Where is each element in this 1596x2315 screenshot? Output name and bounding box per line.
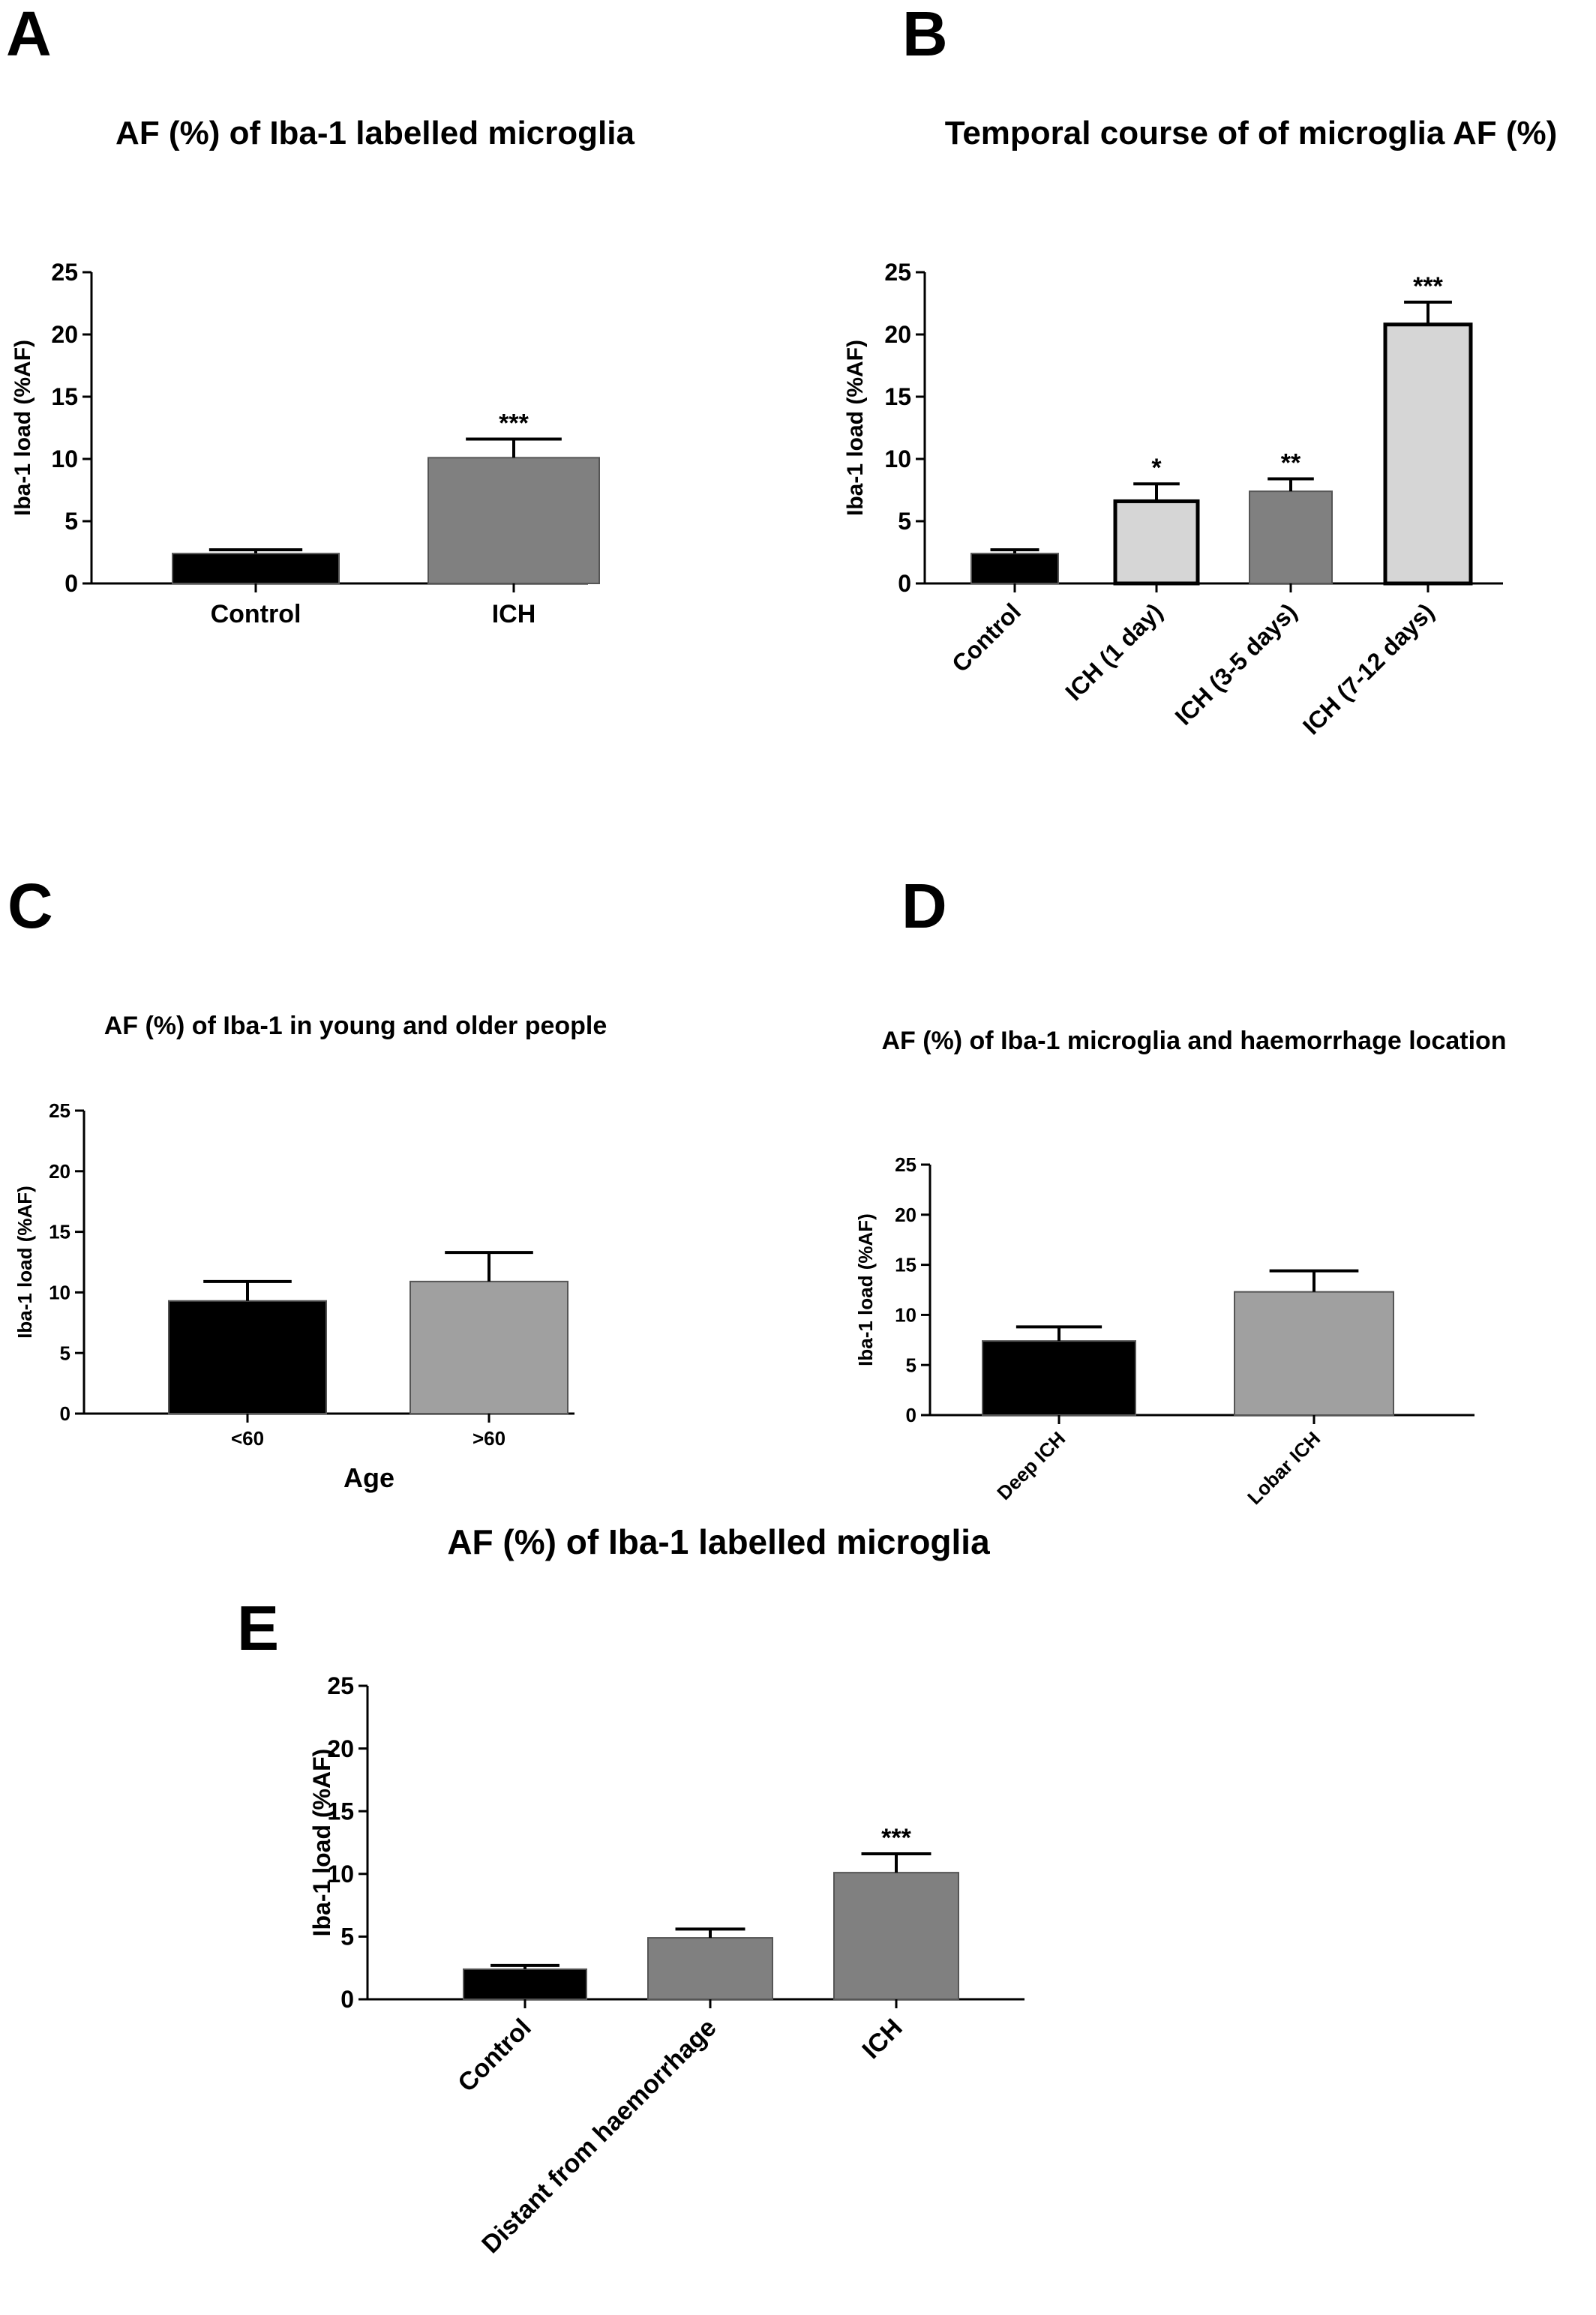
bar <box>1234 1291 1394 1416</box>
significance-label: *** <box>881 1824 911 1852</box>
y-tick-label: 25 <box>327 1672 354 1699</box>
category-label: ICH (3-5 days) <box>1170 598 1302 730</box>
y-tick-label: 0 <box>340 1986 354 2013</box>
panel-letter: E <box>237 1593 279 1663</box>
y-tick-label: 20 <box>327 1735 354 1762</box>
bar <box>970 553 1059 584</box>
panel-e: E AF (%) of Iba-1 labelled microglia 0 5 10 1… <box>237 1522 1024 2259</box>
chart-title: AF (%) of Iba-1 labelled microglia <box>447 1522 990 1561</box>
panel-letter: A <box>6 0 52 69</box>
bar <box>172 553 340 584</box>
bar <box>1249 490 1333 584</box>
category-label: ICH (7-12 days) <box>1298 598 1439 739</box>
bar <box>463 1968 587 2001</box>
chart-title: Temporal course of of microglia AF (%) <box>945 115 1558 151</box>
y-tick-label: 25 <box>895 1153 916 1176</box>
category-label: Deep ICH <box>992 1427 1070 1504</box>
y-tick-label: 20 <box>884 321 911 348</box>
y-tick-label: 15 <box>327 1798 354 1825</box>
category-label: Control <box>452 2014 536 2098</box>
significance-label: ** <box>1281 449 1301 478</box>
y-tick-label: 20 <box>895 1204 916 1226</box>
significance-label: * <box>1151 454 1162 482</box>
y-tick-label: 20 <box>49 1160 70 1183</box>
panel-b: B Temporal course of of microglia AF (%) 0… <box>843 0 1557 739</box>
significance-label: *** <box>499 409 529 437</box>
category-label: Control <box>211 600 302 628</box>
y-tick-label: 25 <box>884 259 911 286</box>
chart-title: AF (%) of Iba-1 microglia and haemorrhag… <box>881 1027 1506 1055</box>
y-tick-label: 0 <box>60 1402 70 1425</box>
y-tick-label: 10 <box>884 445 911 472</box>
bar <box>1383 322 1473 586</box>
category-label: >60 <box>472 1427 506 1450</box>
y-tick-label: 15 <box>51 383 78 410</box>
category-label: ICH <box>492 600 536 628</box>
bar <box>982 1340 1136 1416</box>
bar <box>410 1280 568 1414</box>
y-tick-label: 5 <box>906 1354 916 1376</box>
category-label: Lobar ICH <box>1243 1427 1324 1509</box>
y-tick-label: 0 <box>898 570 911 597</box>
chart-title: AF (%) of Iba-1 labelled microglia <box>116 115 634 151</box>
panel-c: C AF (%) of Iba-1 in young and older peop… <box>8 871 607 1493</box>
chart-title: AF (%) of Iba-1 in young and older peopl… <box>104 1012 608 1040</box>
y-tick-label: 10 <box>51 445 78 472</box>
y-tick-label: 25 <box>51 259 78 286</box>
y-tick-label: 0 <box>906 1404 916 1426</box>
y-tick-label: 20 <box>51 321 78 348</box>
bar <box>428 457 600 585</box>
x-axis-label: Age <box>344 1462 394 1493</box>
y-axis-label: Iba-1 load (%AF) <box>10 340 35 516</box>
y-tick-label: 10 <box>327 1861 354 1888</box>
panel-a: A AF (%) of Iba-1 labelled microglia 0 5 10 1… <box>6 0 634 628</box>
category-label: Control <box>946 598 1026 677</box>
y-tick-label: 10 <box>895 1304 916 1327</box>
y-axis-label: Iba-1 load (%AF) <box>308 1749 335 1937</box>
y-tick-label: 15 <box>895 1254 916 1276</box>
panel-letter: D <box>902 871 947 941</box>
y-tick-label: 5 <box>898 508 911 535</box>
y-tick-label: 5 <box>340 1924 354 1951</box>
y-tick-label: 0 <box>64 570 78 597</box>
y-axis-label: Iba-1 load (%AF) <box>14 1186 36 1339</box>
bar <box>168 1300 327 1415</box>
y-tick-label: 5 <box>60 1342 70 1364</box>
bar <box>1113 499 1200 586</box>
y-tick-label: 15 <box>884 383 911 410</box>
category-label: ICH <box>856 2014 908 2065</box>
y-axis-label: Iba-1 load (%AF) <box>843 340 868 516</box>
panel-letter: B <box>902 0 948 69</box>
y-tick-label: 10 <box>49 1282 70 1304</box>
panel-letter: C <box>8 871 53 941</box>
y-tick-label: 25 <box>49 1099 70 1122</box>
category-label: ICH (1 day) <box>1060 598 1168 706</box>
bar <box>833 1872 959 2000</box>
category-label: <60 <box>231 1427 264 1450</box>
y-tick-label: 5 <box>64 508 78 535</box>
y-tick-label: 15 <box>49 1221 70 1243</box>
bar <box>647 1937 773 2001</box>
significance-label: *** <box>1413 272 1443 301</box>
y-axis-label: Iba-1 load (%AF) <box>854 1213 877 1366</box>
panel-d: D AF (%) of Iba-1 microglia and haemorrha… <box>854 871 1507 1509</box>
